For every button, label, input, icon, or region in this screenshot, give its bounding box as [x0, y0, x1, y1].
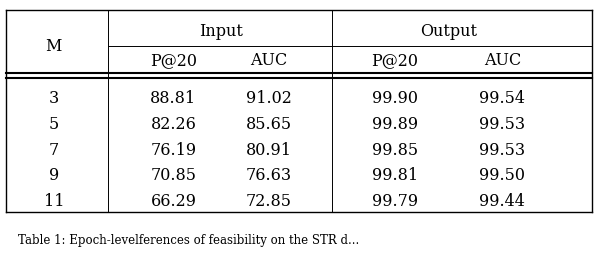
Text: 99.50: 99.50 [480, 167, 525, 184]
Text: 99.53: 99.53 [479, 116, 526, 133]
Text: 72.85: 72.85 [246, 193, 292, 210]
Text: 99.54: 99.54 [480, 90, 525, 107]
Text: 99.89: 99.89 [371, 116, 418, 133]
Text: 85.65: 85.65 [246, 116, 292, 133]
Text: Input: Input [199, 23, 243, 40]
Text: 3: 3 [48, 90, 59, 107]
Text: 88.81: 88.81 [150, 90, 197, 107]
Text: 5: 5 [48, 116, 59, 133]
Text: AUC: AUC [251, 52, 288, 69]
Text: 80.91: 80.91 [246, 142, 292, 158]
Text: 66.29: 66.29 [151, 193, 196, 210]
Text: P@20: P@20 [150, 52, 197, 69]
Text: 99.81: 99.81 [371, 167, 418, 184]
Text: Output: Output [420, 23, 477, 40]
Text: 11: 11 [44, 193, 64, 210]
Text: 99.90: 99.90 [372, 90, 417, 107]
Text: 9: 9 [48, 167, 59, 184]
Text: 99.85: 99.85 [371, 142, 418, 158]
Text: 7: 7 [48, 142, 59, 158]
Text: 70.85: 70.85 [151, 167, 196, 184]
Text: 76.63: 76.63 [246, 167, 292, 184]
Text: P@20: P@20 [371, 52, 418, 69]
Text: Table 1: Epoch-levelferences of feasibility on the STR d...: Table 1: Epoch-levelferences of feasibil… [18, 234, 359, 247]
Text: 99.44: 99.44 [480, 193, 525, 210]
Text: 76.19: 76.19 [150, 142, 197, 158]
Text: 82.26: 82.26 [151, 116, 196, 133]
Text: 91.02: 91.02 [246, 90, 292, 107]
Text: M: M [45, 38, 62, 55]
Text: 99.53: 99.53 [479, 142, 526, 158]
Text: AUC: AUC [484, 52, 521, 69]
Text: 99.79: 99.79 [371, 193, 418, 210]
